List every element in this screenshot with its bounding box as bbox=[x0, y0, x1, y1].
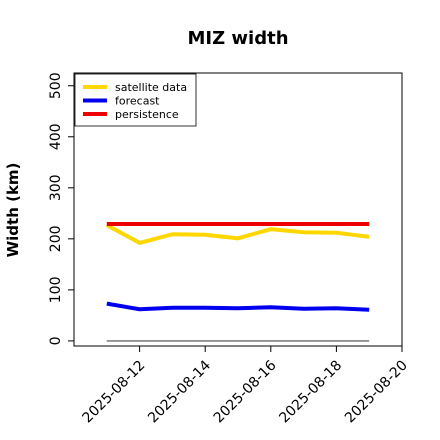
y-tick-label: 100 bbox=[48, 277, 64, 304]
y-tick-label: 400 bbox=[48, 123, 64, 150]
y-tick-label: 300 bbox=[48, 174, 64, 201]
x-tick-label: 2025-08-16 bbox=[211, 357, 280, 426]
y-tick-label: 500 bbox=[48, 72, 64, 99]
legend-label: persistence bbox=[115, 108, 179, 121]
x-tick-label: 2025-08-12 bbox=[80, 358, 149, 427]
legend-label: satellite data bbox=[115, 81, 187, 94]
x-tick-label: 2025-08-14 bbox=[145, 357, 214, 426]
y-axis-label: Width (km) bbox=[4, 163, 22, 258]
series-layer bbox=[105, 222, 370, 342]
y-tick-label: 0 bbox=[48, 336, 64, 345]
y-tick-label: 200 bbox=[48, 225, 64, 252]
legend-label: forecast bbox=[115, 95, 160, 108]
series-line-0 bbox=[105, 223, 370, 245]
series-line-1 bbox=[106, 301, 370, 312]
x-tick-label: 2025-08-20 bbox=[342, 358, 411, 427]
x-tick-label: 2025-08-18 bbox=[276, 358, 345, 427]
plot-area-frame bbox=[73, 72, 403, 347]
chart-title: MIZ width bbox=[187, 28, 288, 49]
